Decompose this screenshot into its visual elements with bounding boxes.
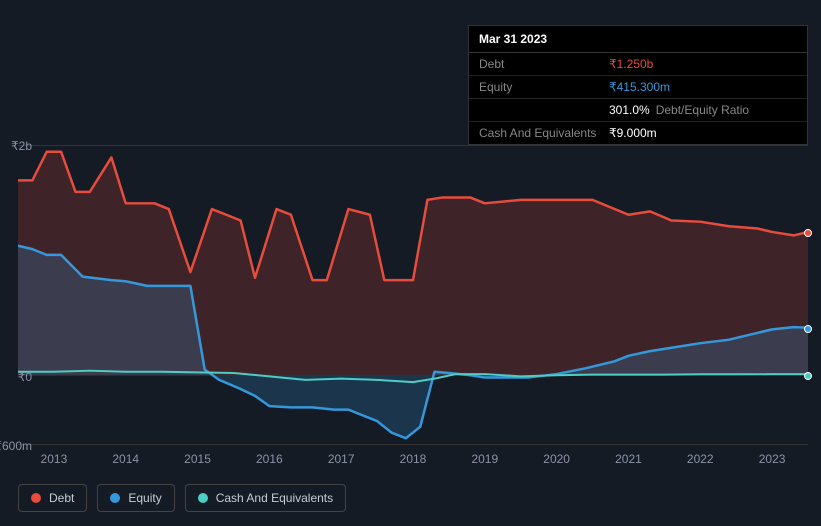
- x-axis-label: 2017: [328, 452, 355, 466]
- tooltip-row-label: [479, 103, 609, 117]
- tooltip-row-value: ₹415.300m: [609, 80, 670, 94]
- chart-tooltip: Mar 31 2023 Debt₹1.250bEquity₹415.300m30…: [468, 25, 808, 145]
- y-axis-label: ₹0: [0, 370, 32, 384]
- x-axis-label: 2018: [400, 452, 427, 466]
- tooltip-row: Cash And Equivalents₹9.000m: [469, 122, 807, 144]
- tooltip-row-value: ₹9.000m: [609, 126, 657, 140]
- x-axis-label: 2014: [112, 452, 139, 466]
- debt-end-marker: [804, 229, 812, 237]
- legend-label: Debt: [49, 491, 74, 505]
- x-axis-label: 2016: [256, 452, 283, 466]
- legend-item-equity[interactable]: Equity: [97, 484, 174, 512]
- tooltip-row-value: 301.0%: [609, 103, 650, 117]
- legend-item-cash-and-equivalents[interactable]: Cash And Equivalents: [185, 484, 346, 512]
- x-axis-label: 2020: [543, 452, 570, 466]
- legend-swatch: [198, 493, 208, 503]
- x-axis-label: 2022: [687, 452, 714, 466]
- tooltip-row-extra: Debt/Equity Ratio: [656, 103, 749, 117]
- x-axis-label: 2023: [759, 452, 786, 466]
- chart-svg: [18, 146, 808, 444]
- chart-legend: Debt Equity Cash And Equivalents: [18, 484, 346, 512]
- tooltip-row-value: ₹1.250b: [609, 57, 653, 71]
- equity-end-marker: [804, 325, 812, 333]
- cash-end-marker: [804, 372, 812, 380]
- plot-area: ₹2b₹0-₹600m 2013201420152016201720182019…: [18, 145, 808, 445]
- tooltip-row-label: Equity: [479, 80, 609, 94]
- legend-item-debt[interactable]: Debt: [18, 484, 87, 512]
- y-axis-label: -₹600m: [0, 439, 32, 453]
- x-axis-label: 2015: [184, 452, 211, 466]
- legend-label: Cash And Equivalents: [216, 491, 333, 505]
- tooltip-row: Equity₹415.300m: [469, 76, 807, 99]
- tooltip-row-label: Debt: [479, 57, 609, 71]
- tooltip-row: 301.0% Debt/Equity Ratio: [469, 99, 807, 122]
- x-axis-label: 2019: [471, 452, 498, 466]
- x-axis-label: 2013: [41, 452, 68, 466]
- legend-swatch: [110, 493, 120, 503]
- tooltip-row-label: Cash And Equivalents: [479, 126, 609, 140]
- tooltip-date: Mar 31 2023: [469, 26, 807, 53]
- y-axis-label: ₹2b: [0, 139, 32, 153]
- tooltip-row: Debt₹1.250b: [469, 53, 807, 76]
- legend-swatch: [31, 493, 41, 503]
- x-axis-label: 2021: [615, 452, 642, 466]
- financial-chart: ₹2b₹0-₹600m 2013201420152016201720182019…: [18, 125, 808, 465]
- legend-label: Equity: [128, 491, 161, 505]
